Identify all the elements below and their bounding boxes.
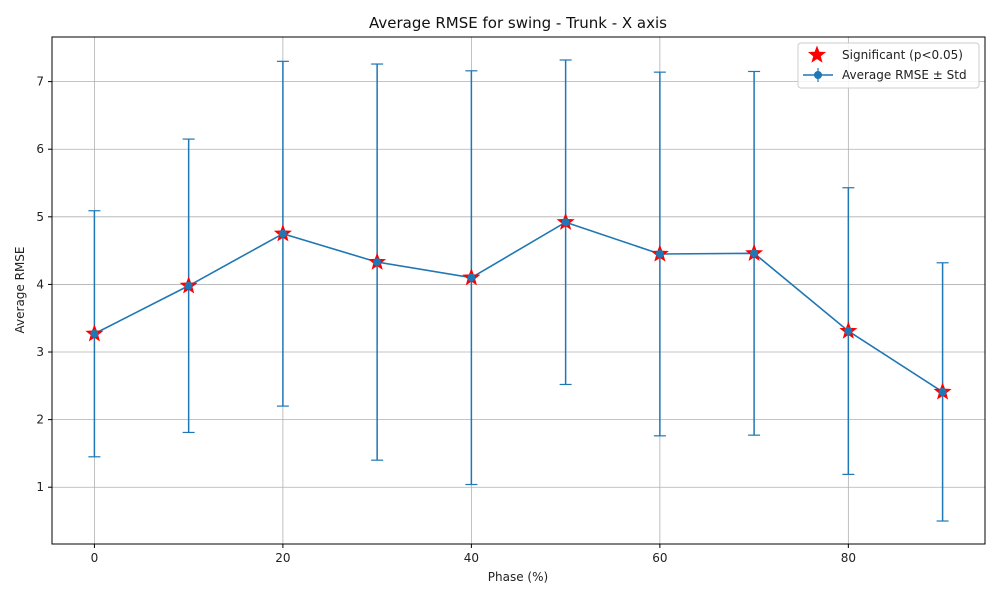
y-tick-label: 7 [36,75,44,89]
legend-marker-shape [814,71,822,79]
data-point-overlay [655,249,664,258]
legend-average-label: Average RMSE ± Std [842,68,967,82]
data-point-overlay [938,387,947,396]
y-axis-label: Average RMSE [13,247,27,334]
y-tick-label: 5 [36,210,44,224]
series-line-layer [94,221,944,393]
x-tick-label: 40 [464,551,479,565]
legend-significant-star-icon [807,45,827,63]
x-axis-ticks: 0 20 40 60 80 [91,544,856,565]
legend-star-shape [807,45,827,63]
chart-title: Average RMSE for swing - Trunk - X axis [369,14,667,32]
data-point-overlay [373,258,382,267]
series-line-average-rmse [94,221,944,393]
y-axis-ticks: 1 2 3 4 5 6 7 [36,75,52,494]
data-point-overlay [561,218,570,227]
x-tick-label: 80 [841,551,856,565]
y-tick-label: 4 [36,277,44,291]
legend-box [797,42,980,89]
data-point-overlay [750,249,759,258]
data-point-overlay [844,327,853,336]
y-tick-label: 3 [36,345,44,359]
x-tick-label: 0 [91,551,99,565]
legend: Significant (p<0.05) Average RMSE ± Std [797,42,980,89]
legend-significant-label: Significant (p<0.05) [842,48,963,62]
data-point-overlay [467,273,476,282]
y-tick-label: 6 [36,142,44,156]
legend-average-line-icon [803,68,833,82]
data-point-overlay [184,281,193,290]
plot-frame [51,36,986,545]
x-axis-label: Phase (%) [488,570,548,584]
data-point-overlay [278,229,287,238]
x-tick-label: 20 [275,551,290,565]
x-tick-label: 60 [652,551,667,565]
data-point-overlay [90,329,99,338]
significant-markers [85,212,952,400]
y-tick-label: 1 [36,480,44,494]
y-tick-label: 2 [36,413,44,427]
